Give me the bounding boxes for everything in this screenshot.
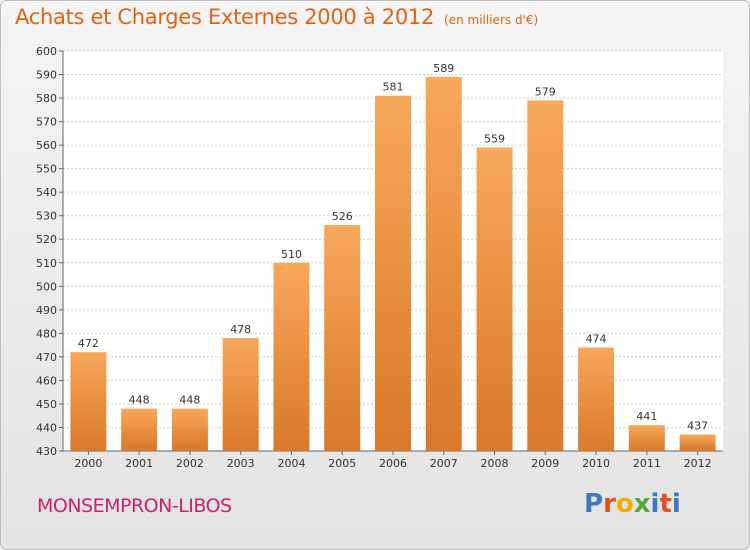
y-tick-label: 480 <box>36 327 57 340</box>
x-tick-label: 2010 <box>582 457 610 470</box>
chart-unit: (en milliers d'€) <box>444 13 539 27</box>
y-tick-label: 440 <box>36 421 57 434</box>
bar-value-label: 478 <box>230 323 251 336</box>
bar <box>425 76 462 451</box>
y-tick-label: 510 <box>36 257 57 270</box>
y-tick-label: 490 <box>36 304 57 317</box>
y-tick-label: 540 <box>36 186 57 199</box>
bar <box>273 262 310 451</box>
y-tick-label: 470 <box>36 351 57 364</box>
chart-title: Achats et Charges Externes 2000 à 2012 (e… <box>15 5 538 29</box>
bar-value-label: 441 <box>636 410 657 423</box>
proxiti-logo: Proxiti <box>584 489 681 519</box>
y-tick-label: 550 <box>36 163 57 176</box>
x-tick-label: 2004 <box>277 457 305 470</box>
bar <box>476 147 513 451</box>
bar-value-label: 589 <box>433 62 454 75</box>
x-tick-label: 2001 <box>125 457 153 470</box>
y-tick-label: 450 <box>36 398 57 411</box>
bar-value-label: 510 <box>281 248 302 261</box>
bar-value-label: 559 <box>484 132 505 145</box>
bar <box>324 225 361 451</box>
bar <box>171 408 208 451</box>
bar-value-label: 448 <box>129 394 150 407</box>
bar-value-label: 579 <box>535 85 556 98</box>
x-tick-label: 2000 <box>74 457 102 470</box>
bar-value-label: 581 <box>383 81 404 94</box>
bar <box>578 347 615 451</box>
x-tick-label: 2002 <box>176 457 204 470</box>
y-tick-label: 520 <box>36 233 57 246</box>
x-tick-label: 2012 <box>684 457 712 470</box>
bar <box>628 425 665 451</box>
bar <box>70 352 107 451</box>
bar-value-label: 448 <box>179 394 200 407</box>
bar <box>679 434 716 451</box>
bar-value-label: 472 <box>78 337 99 350</box>
x-tick-label: 2003 <box>227 457 255 470</box>
y-tick-label: 460 <box>36 374 57 387</box>
y-tick-label: 570 <box>36 116 57 129</box>
bar <box>527 100 564 451</box>
chart-title-text: Achats et Charges Externes 2000 à 2012 <box>15 5 435 29</box>
y-tick-label: 500 <box>36 280 57 293</box>
x-tick-label: 2005 <box>328 457 356 470</box>
bar <box>121 408 158 451</box>
bar-value-label: 474 <box>586 332 607 345</box>
bar <box>375 95 411 452</box>
y-tick-label: 560 <box>36 139 57 152</box>
bar <box>222 338 259 451</box>
x-tick-label: 2009 <box>531 457 559 470</box>
x-tick-label: 2008 <box>481 457 509 470</box>
y-tick-label: 600 <box>36 45 57 58</box>
x-tick-label: 2006 <box>379 457 407 470</box>
y-tick-label: 530 <box>36 210 57 223</box>
x-tick-label: 2007 <box>430 457 458 470</box>
y-tick-label: 590 <box>36 69 57 82</box>
y-tick-label: 430 <box>36 445 57 458</box>
bar-value-label: 526 <box>332 210 353 223</box>
bar-value-label: 437 <box>687 420 708 433</box>
x-tick-label: 2011 <box>633 457 661 470</box>
y-tick-label: 580 <box>36 92 57 105</box>
place-name: MONSEMPRON-LIBOS <box>37 495 232 517</box>
